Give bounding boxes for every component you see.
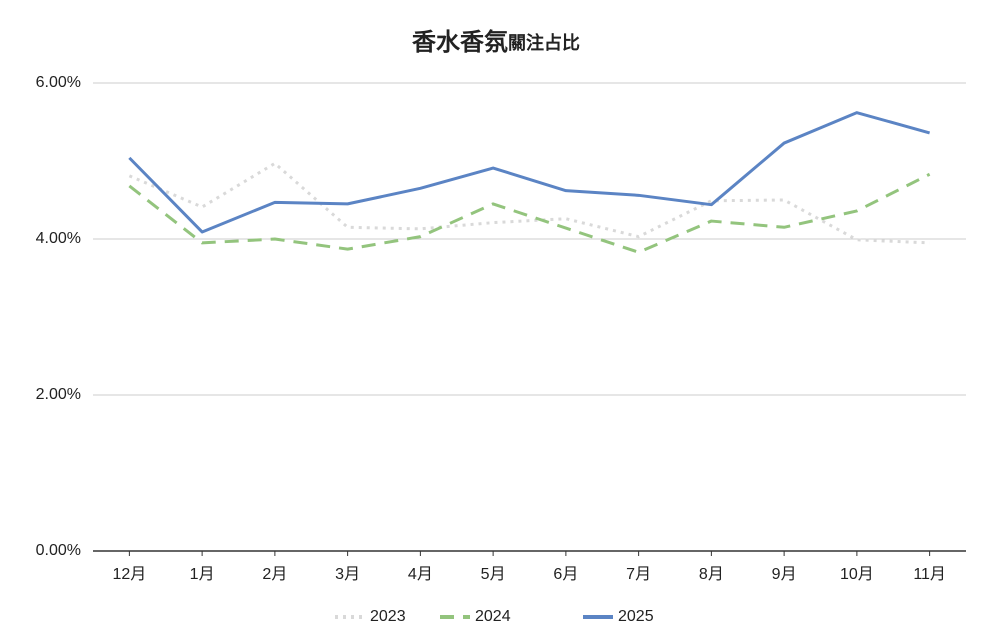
x-tick-label: 11月: [913, 566, 946, 583]
y-tick-label: 0.00%: [36, 542, 81, 559]
chart-title: 香水香氛關注占比: [412, 29, 580, 56]
legend-label: 2025: [618, 608, 654, 625]
x-tick-label: 9月: [772, 566, 797, 583]
x-tick-label: 12月: [112, 566, 146, 583]
legend-label: 2023: [370, 608, 406, 625]
x-tick-label: 4月: [408, 566, 433, 583]
x-tick-label: 7月: [626, 566, 651, 583]
legend-label: 2024: [475, 608, 511, 625]
x-tick-label: 10月: [840, 566, 874, 583]
y-tick-label: 4.00%: [36, 230, 81, 247]
title-main: 香水香氛: [412, 29, 508, 56]
x-tick-label: 5月: [481, 566, 506, 583]
y-tick-label: 2.00%: [36, 386, 81, 403]
series-line: [128, 161, 930, 245]
y-tick-label: 6.00%: [36, 74, 81, 91]
x-tick-label: 6月: [553, 566, 578, 583]
x-tick-label: 1月: [190, 566, 215, 583]
x-tick-label: 3月: [335, 566, 360, 583]
series-line: [128, 111, 931, 234]
x-tick-label: 2月: [262, 566, 287, 583]
title-suffix: 關注占比: [508, 32, 580, 53]
x-tick-label: 8月: [699, 566, 724, 583]
